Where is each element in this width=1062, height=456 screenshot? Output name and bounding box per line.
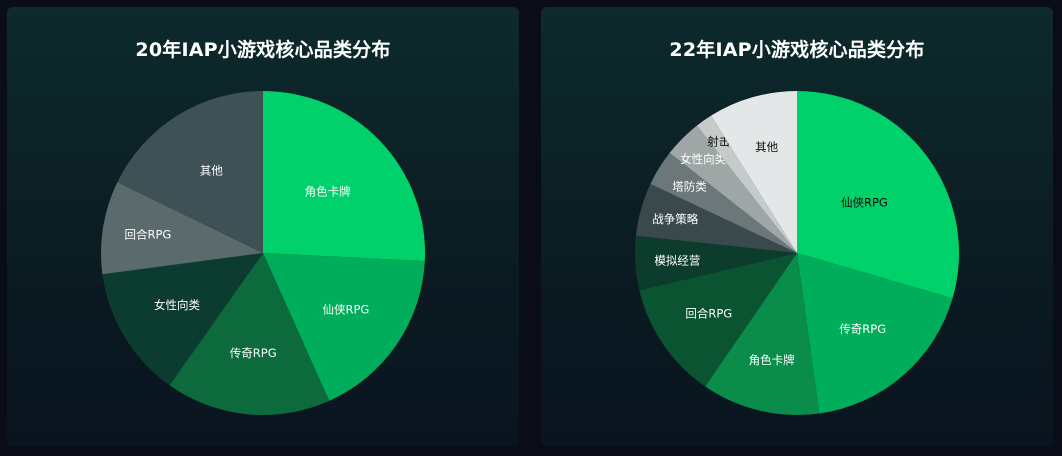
pie-slice-0-3[interactable]	[102, 253, 263, 386]
slice-label-0-1: 仙侠RPG	[322, 303, 369, 317]
pie-slice-1-7[interactable]	[669, 125, 797, 253]
slice-label-0-0: 角色卡牌	[305, 185, 351, 199]
pie-slice-1-8[interactable]	[696, 115, 797, 254]
slice-label-1-5: 战争策略	[652, 212, 698, 226]
slice-label-1-9: 其他	[755, 140, 778, 154]
slice-label-1-0: 仙侠RPG	[841, 195, 888, 209]
slice-label-1-4: 模拟经营	[654, 254, 700, 268]
slice-label-1-3: 回合RPG	[685, 306, 732, 320]
pie-slice-0-5[interactable]	[117, 91, 263, 253]
slice-label-1-1: 传奇RPG	[839, 322, 886, 336]
pie-slice-1-1[interactable]	[797, 253, 953, 414]
chart-panel-2022: 22年IAP小游戏核心品类分布 仙侠RPG 传奇RPG 角色卡牌 回合RPG 模拟经营 战…	[541, 7, 1053, 447]
chart-title-2022: 22年IAP小游戏核心品类分布	[669, 39, 925, 61]
slice-label-0-4: 回合RPG	[124, 227, 171, 241]
pie-slice-0-4[interactable]	[101, 182, 264, 275]
pie-slice-1-5[interactable]	[635, 184, 797, 253]
pie-slice-1-9[interactable]	[711, 91, 797, 253]
pie-slice-0-1[interactable]	[263, 253, 425, 401]
slice-label-0-2: 传奇RPG	[230, 346, 277, 360]
slice-label-1-8: 射击	[707, 135, 730, 149]
pie-slice-1-4[interactable]	[634, 235, 797, 291]
pie-chart-2022: 仙侠RPG 传奇RPG 角色卡牌 回合RPG 模拟经营 战争策略 塔防类 女性向类 射击 其他	[634, 91, 960, 415]
pie-slice-0-2[interactable]	[169, 253, 330, 416]
chart-panel-2020: 20年IAP小游戏核心品类分布 角色卡牌仙侠RPG 传奇RPG 女性向类 回合RPG 其…	[7, 7, 519, 447]
chart-title-2020: 20年IAP小游戏核心品类分布	[135, 39, 391, 61]
slice-label-1-2: 角色卡牌	[749, 353, 795, 367]
slice-label-0-5: 其他	[200, 164, 223, 178]
slice-label-1-7: 女性向类	[680, 152, 726, 166]
pie-slice-0-0[interactable]	[263, 91, 426, 262]
pie-slice-1-3[interactable]	[639, 253, 797, 387]
slice-label-0-3: 女性向类	[154, 298, 200, 312]
pie-slice-1-6[interactable]	[650, 152, 797, 253]
pie-slice-1-2[interactable]	[705, 253, 820, 415]
slice-label-1-6: 塔防类	[672, 180, 707, 194]
pie-slice-1-0[interactable]	[797, 91, 960, 299]
